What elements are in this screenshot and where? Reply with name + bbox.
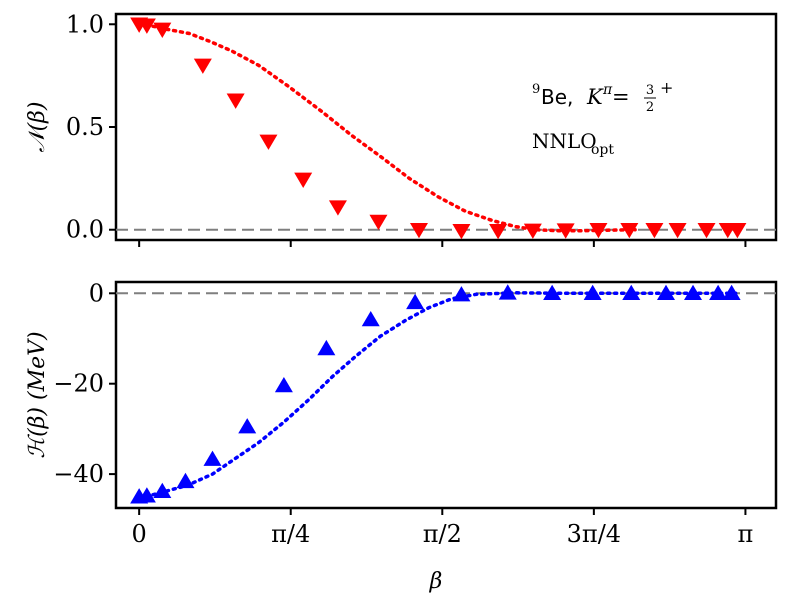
hamiltonian-kernel-line [137, 291, 740, 499]
y-axis-label-bottom: ℋ(β) (MeV) [25, 331, 50, 458]
norm-overlap-marker [137, 18, 156, 34]
panel-bottom: 0 −20 −40 0 π/4 π/2 3π/4 π ℋ(β) (MeV) β [25, 279, 778, 594]
k-symbol: K [586, 85, 604, 109]
norm-overlap-marker [489, 224, 508, 240]
y-axis-label-top: 𝒩(β) [25, 102, 50, 153]
x-tick-label: π [738, 520, 754, 548]
norm-overlap-marker [369, 214, 388, 231]
x-tick-label: π/2 [423, 520, 462, 548]
norm-overlap-line [137, 22, 637, 233]
hamiltonian-kernel-marker [274, 376, 293, 393]
fraction-denominator: 2 [646, 100, 654, 115]
hamiltonian-kernel-marker [498, 284, 517, 300]
y-tick-label: −40 [53, 460, 104, 488]
equals-sign: = [612, 85, 630, 109]
hamiltonian-kernel-marker [137, 487, 156, 503]
fraction-numerator: 3 [646, 83, 654, 98]
norm-overlap-marker [294, 172, 313, 188]
norm-overlap-marker [589, 222, 608, 239]
norm-overlap-marker [328, 200, 347, 216]
norm-overlap-marker [645, 222, 664, 239]
norm-overlap-marker [620, 222, 639, 239]
x-tick-label: 0 [132, 520, 147, 548]
norm-overlap-marker [153, 22, 172, 38]
y-tick-label: 0.0 [66, 216, 104, 244]
hamiltonian-kernel-marker [684, 284, 703, 301]
x-tick-label: 3π/4 [567, 520, 621, 548]
hamiltonian-kernel-marker [176, 472, 195, 489]
norm-overlap-marker [668, 222, 687, 239]
norm-overlap-marker [452, 224, 471, 240]
y-tick-label: 0 [89, 279, 104, 307]
hamiltonian-kernel-marker [722, 284, 741, 301]
hamiltonian-kernel-marker [583, 284, 602, 301]
x-tick-label: π/4 [271, 520, 310, 548]
hamiltonian-kernel-marker [657, 284, 675, 301]
y-tick-label: −20 [53, 370, 104, 398]
norm-overlap-marker [523, 223, 542, 239]
hamiltonian-kernel-marker [317, 339, 336, 356]
k-superscript: π [602, 82, 613, 98]
hamiltonian-kernel-marker [238, 418, 257, 434]
y-tick-label: 1.0 [66, 10, 104, 38]
plot-frame [114, 280, 778, 510]
interaction-subscript: opt [591, 142, 614, 158]
hamiltonian-kernel-marker [203, 450, 222, 466]
norm-overlap-marker [409, 222, 428, 239]
norm-overlap-marker [728, 222, 747, 239]
hamiltonian-kernel-marker [543, 284, 562, 301]
hamiltonian-kernel-marker [153, 482, 172, 499]
parity-sign: + [660, 78, 673, 97]
hamiltonian-kernel-marker [622, 284, 641, 301]
hamiltonian-kernel-marker [406, 293, 425, 310]
norm-overlap-marker [556, 223, 575, 239]
y-tick-label: 0.5 [66, 113, 104, 141]
norm-overlap-marker [226, 93, 245, 109]
interaction-name: NNLO [532, 129, 597, 153]
x-axis-label: β [429, 569, 443, 594]
hamiltonian-kernel-marker [452, 286, 471, 302]
hamiltonian-kernel-marker [709, 284, 728, 301]
norm-overlap-marker [259, 134, 278, 150]
norm-overlap-marker [697, 222, 716, 239]
plot-frame [114, 12, 778, 242]
nucleus-symbol: Be, [541, 85, 573, 109]
nucleus-mass-number: 9 [532, 82, 540, 97]
norm-overlap-marker [193, 58, 212, 74]
hamiltonian-kernel-marker [361, 310, 380, 327]
